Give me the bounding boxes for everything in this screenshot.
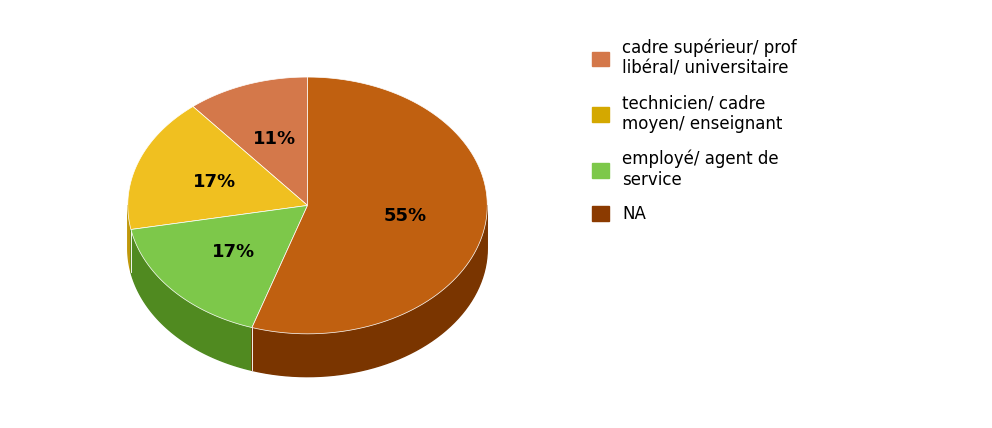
Polygon shape: [192, 77, 308, 205]
Polygon shape: [252, 77, 487, 334]
Text: 17%: 17%: [212, 243, 255, 261]
Polygon shape: [252, 205, 487, 377]
Polygon shape: [128, 205, 131, 272]
Text: 11%: 11%: [253, 130, 296, 148]
Text: 55%: 55%: [384, 208, 427, 226]
Polygon shape: [128, 107, 308, 229]
Legend: cadre supérieur/ prof
libéral/ universitaire, technicien/ cadre
moyen/ enseignan: cadre supérieur/ prof libéral/ universit…: [583, 30, 806, 232]
Polygon shape: [131, 205, 308, 327]
Polygon shape: [131, 229, 252, 370]
Text: 17%: 17%: [192, 172, 236, 190]
